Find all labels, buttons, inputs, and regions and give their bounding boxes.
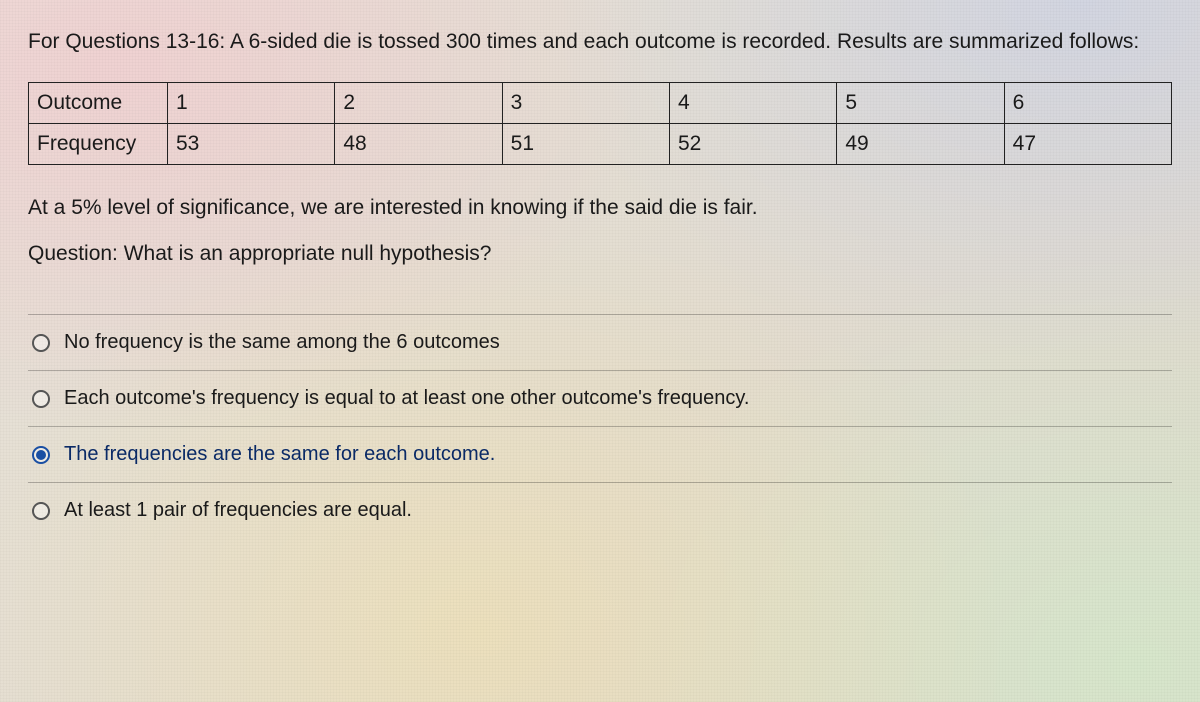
frequency-cell: 49 bbox=[837, 123, 1004, 164]
radio-icon bbox=[32, 390, 50, 408]
question-prompt: Question: What is an appropriate null hy… bbox=[28, 242, 1172, 266]
answer-option-2[interactable]: Each outcome's frequency is equal to at … bbox=[28, 371, 1172, 427]
frequency-cell: 53 bbox=[168, 123, 335, 164]
answer-options: No frequency is the same among the 6 out… bbox=[28, 314, 1172, 538]
row-header-frequency: Frequency bbox=[29, 123, 168, 164]
frequency-cell: 52 bbox=[669, 123, 836, 164]
outcome-cell: 2 bbox=[335, 82, 502, 123]
table-row: Outcome 1 2 3 4 5 6 bbox=[29, 82, 1172, 123]
frequency-cell: 47 bbox=[1004, 123, 1171, 164]
answer-option-4[interactable]: At least 1 pair of frequencies are equal… bbox=[28, 483, 1172, 538]
frequency-cell: 48 bbox=[335, 123, 502, 164]
table-row: Frequency 53 48 51 52 49 47 bbox=[29, 123, 1172, 164]
radio-icon bbox=[32, 446, 50, 464]
answer-option-1[interactable]: No frequency is the same among the 6 out… bbox=[28, 315, 1172, 371]
option-label: At least 1 pair of frequencies are equal… bbox=[64, 499, 412, 522]
row-header-outcome: Outcome bbox=[29, 82, 168, 123]
option-label: The frequencies are the same for each ou… bbox=[64, 443, 495, 466]
context-paragraph: For Questions 13-16: A 6-sided die is to… bbox=[28, 26, 1172, 58]
outcome-cell: 1 bbox=[168, 82, 335, 123]
radio-icon bbox=[32, 502, 50, 520]
significance-statement: At a 5% level of significance, we are in… bbox=[28, 191, 1172, 225]
outcome-cell: 4 bbox=[669, 82, 836, 123]
answer-option-3[interactable]: The frequencies are the same for each ou… bbox=[28, 427, 1172, 483]
outcome-cell: 5 bbox=[837, 82, 1004, 123]
frequency-table: Outcome 1 2 3 4 5 6 Frequency 53 48 51 5… bbox=[28, 82, 1172, 165]
outcome-cell: 6 bbox=[1004, 82, 1171, 123]
option-label: No frequency is the same among the 6 out… bbox=[64, 331, 500, 354]
quiz-page: For Questions 13-16: A 6-sided die is to… bbox=[0, 0, 1200, 564]
outcome-cell: 3 bbox=[502, 82, 669, 123]
radio-icon bbox=[32, 334, 50, 352]
option-label: Each outcome's frequency is equal to at … bbox=[64, 387, 749, 410]
frequency-cell: 51 bbox=[502, 123, 669, 164]
